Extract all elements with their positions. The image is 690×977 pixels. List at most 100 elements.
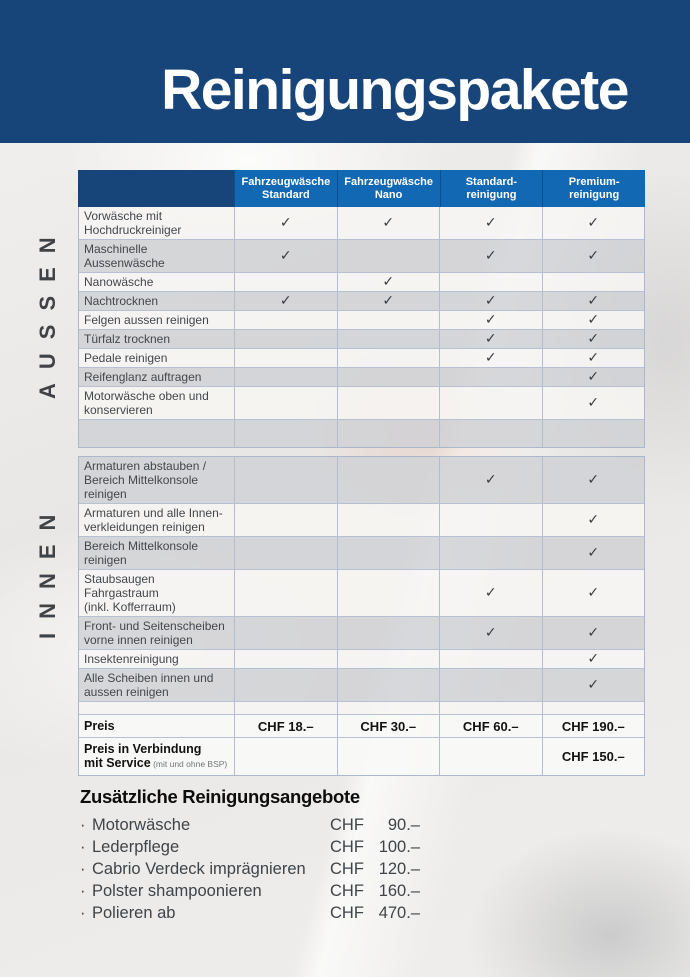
price-row: Preis CHF 18.– CHF 30.– CHF 60.– CHF 190.– [79, 714, 644, 737]
empty-cell [439, 273, 542, 291]
row-label [79, 702, 234, 714]
check-cell: ✓ [234, 292, 337, 310]
row-label: Türfalz trocknen [84, 332, 171, 346]
column-header: Fahrzeugwäsche Nano [336, 170, 440, 207]
check-cell: ✓ [541, 504, 645, 536]
check-cell: ✓ [541, 349, 645, 367]
empty-cell [541, 702, 645, 714]
empty-cell [234, 387, 337, 419]
empty-cell [234, 273, 337, 291]
offer-name: Motorwäsche [92, 816, 191, 834]
price-cell [336, 738, 440, 775]
empty-cell [336, 570, 440, 616]
additional-offers: Zusätzliche Reinigungsangebote · Motorwäs… [80, 786, 440, 924]
check-icon: ✓ [484, 625, 497, 641]
check-cell: ✓ [541, 240, 645, 272]
check-icon: ✓ [587, 331, 600, 347]
empty-cell [336, 537, 440, 569]
check-cell: ✓ [439, 240, 542, 272]
packages-table: Fahrzeugwäsche Standard Fahrzeugwäsche Nano… [78, 170, 645, 776]
empty-cell [336, 368, 440, 386]
empty-cell [336, 349, 440, 367]
check-icon: ✓ [587, 395, 600, 411]
check-icon: ✓ [587, 293, 600, 309]
price-cell: CHF 30.– [336, 715, 440, 737]
check-cell: ✓ [336, 207, 440, 239]
check-icon: ✓ [587, 248, 600, 264]
empty-cell [439, 702, 542, 714]
check-cell: ✓ [439, 207, 542, 239]
check-cell: ✓ [336, 292, 440, 310]
check-cell: ✓ [541, 537, 645, 569]
table-row: Felgen aussen reinigen ✓ ✓ [79, 310, 644, 329]
empty-cell [234, 702, 337, 714]
offer-price: 100.– [378, 838, 420, 856]
check-cell: ✓ [439, 330, 542, 348]
row-label: Felgen aussen reinigen [84, 313, 209, 327]
column-header: Premium-reinigung [542, 170, 645, 207]
check-icon: ✓ [587, 350, 600, 366]
section-label-innen: INNEN [35, 500, 60, 640]
price-row-note: (mit und ohne BSP) [150, 759, 228, 769]
check-cell: ✓ [439, 349, 542, 367]
price-cell: CHF 60.– [439, 715, 542, 737]
empty-cell [234, 650, 337, 668]
empty-cell [234, 420, 337, 447]
offer-name: Cabrio Verdeck imprägnieren [92, 860, 306, 878]
check-cell: ✓ [541, 669, 645, 701]
empty-cell [439, 650, 542, 668]
check-icon: ✓ [587, 625, 600, 641]
empty-cell [541, 273, 645, 291]
offer-currency: CHF [330, 882, 364, 900]
empty-cell [541, 420, 645, 447]
page-title: Reinigungspakete [161, 58, 629, 122]
check-icon: ✓ [484, 585, 497, 601]
empty-cell [234, 617, 337, 649]
table-row: Armaturen abstauben / Bereich Mittelkonso… [79, 457, 644, 503]
bullet-icon: · [80, 816, 86, 834]
offer-price: 470.– [378, 904, 420, 922]
offer-item: · Polster shampoonieren CHF 160.– [80, 880, 440, 902]
table-row: Motorwäsche oben und konservieren ✓ [79, 386, 644, 419]
empty-cell [234, 330, 337, 348]
table-section-innen: Armaturen abstauben / Bereich Mittelkonso… [78, 456, 645, 776]
check-cell: ✓ [439, 457, 542, 503]
check-icon: ✓ [587, 545, 600, 561]
check-cell: ✓ [541, 387, 645, 419]
check-cell: ✓ [439, 311, 542, 329]
table-row: Insektenreinigung ✓ [79, 649, 644, 668]
empty-cell [234, 457, 337, 503]
empty-cell [439, 669, 542, 701]
section-label-aussen: AUSSEN [35, 223, 60, 399]
empty-cell [234, 349, 337, 367]
check-icon: ✓ [587, 369, 600, 385]
price-cell: CHF 18.– [234, 715, 337, 737]
check-cell: ✓ [439, 292, 542, 310]
check-cell: ✓ [541, 650, 645, 668]
offer-item: · Lederpflege CHF 100.– [80, 836, 440, 858]
price-row-label: Preis in Verbindung mit Service (mit und … [84, 742, 228, 770]
row-label: Maschinelle Aussenwäsche [84, 242, 165, 270]
row-label: Nachtrocknen [84, 294, 159, 308]
row-label: Motorwäsche oben und konservieren [84, 389, 209, 417]
check-icon: ✓ [484, 215, 497, 231]
offer-item: · Cabrio Verdeck imprägnieren CHF 120.– [80, 858, 440, 880]
offer-price: 120.– [378, 860, 420, 878]
row-label: Staubsaugen Fahrgastraum (inkl. Kofferrau… [84, 572, 176, 614]
empty-cell [439, 537, 542, 569]
table-row: Nanowäsche ✓ [79, 272, 644, 291]
spacer-row [79, 701, 644, 714]
table-row: Alle Scheiben innen und aussen reinigen ✓ [79, 668, 644, 701]
check-icon: ✓ [587, 512, 600, 528]
check-cell: ✓ [541, 330, 645, 348]
title-banner: Reinigungspakete [0, 0, 690, 143]
check-cell: ✓ [439, 570, 542, 616]
table-row: Bereich Mittelkonsole reinigen ✓ [79, 536, 644, 569]
check-icon: ✓ [484, 472, 497, 488]
offer-currency: CHF [330, 816, 364, 834]
check-icon: ✓ [587, 651, 600, 667]
offer-currency: CHF [330, 838, 364, 856]
row-label: Armaturen und alle Innen-verkleidungen r… [84, 506, 223, 534]
empty-cell [234, 537, 337, 569]
table-row: Türfalz trocknen ✓ ✓ [79, 329, 644, 348]
